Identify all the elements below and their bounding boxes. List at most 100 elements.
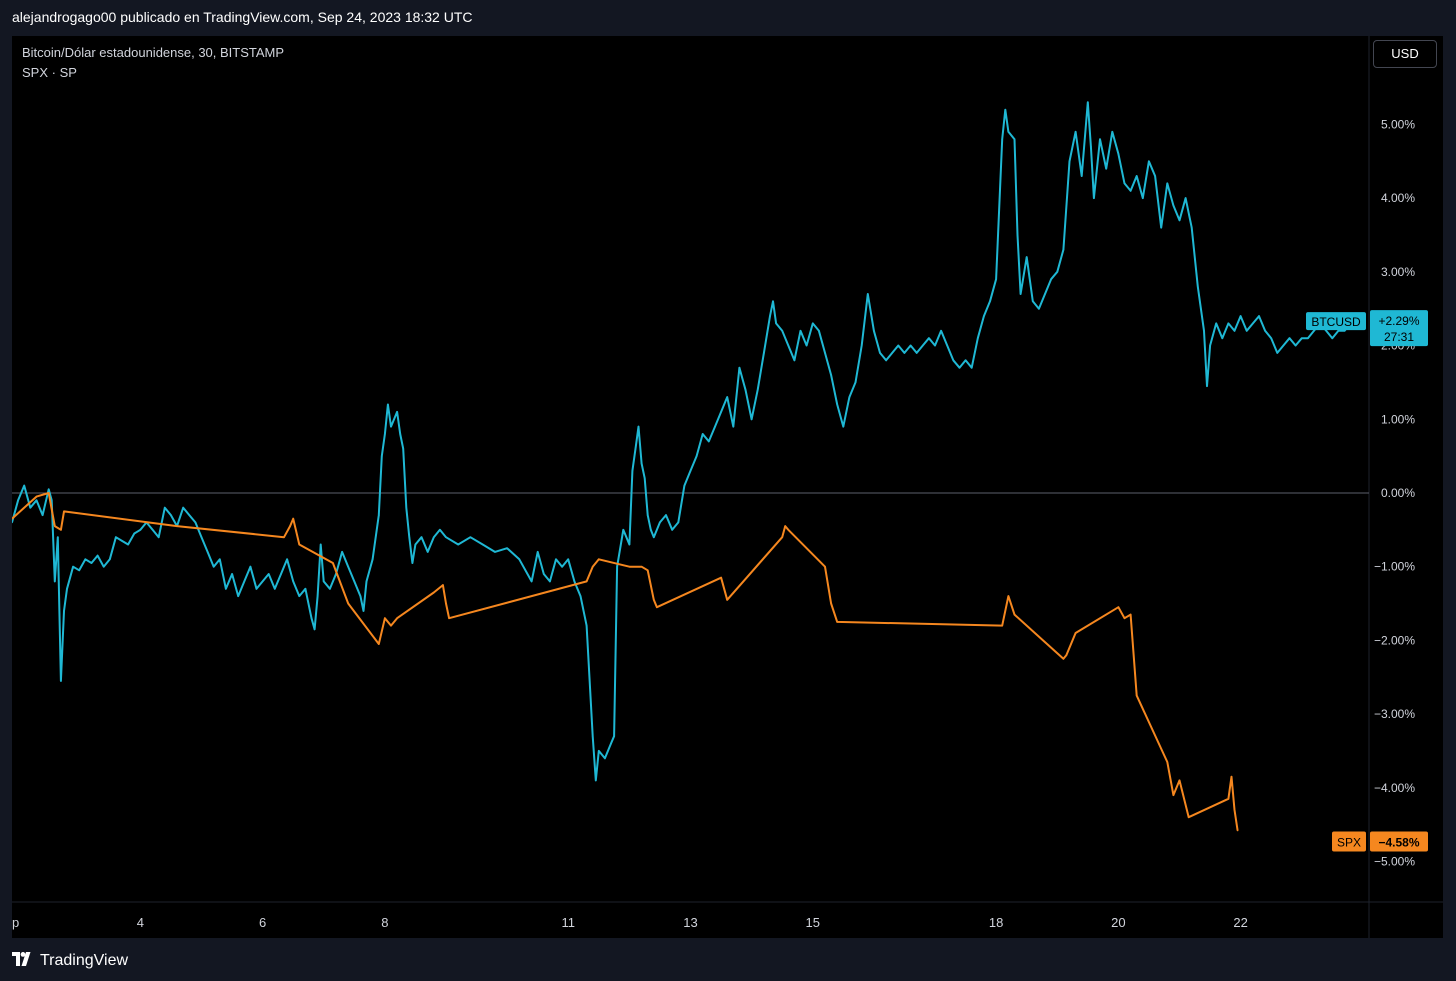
- series-point-btcusd: [744, 389, 747, 391]
- series-point-btcusd: [445, 536, 447, 538]
- series-point-btcusd: [90, 562, 93, 564]
- x-tick-label: 15: [806, 915, 820, 930]
- series-point-btcusd: [188, 514, 191, 516]
- series-point-btcusd: [433, 536, 435, 538]
- series-point-btcusd: [194, 521, 197, 524]
- series-point-btcusd: [1301, 337, 1303, 340]
- btc-value-label: +2.29%: [1378, 314, 1419, 328]
- legend-main-symbol[interactable]: Bitcoin/Dólar estadounidense, 30, BITSTA…: [22, 45, 285, 60]
- series-point-btcusd: [787, 344, 790, 347]
- series-point-btcusd: [818, 330, 820, 332]
- series-point-btcusd: [362, 610, 365, 612]
- series-point-btcusd: [591, 735, 594, 737]
- series-point-btcusd: [255, 588, 258, 590]
- x-tick-label: 18: [989, 915, 1003, 930]
- series-point-btcusd: [977, 337, 979, 340]
- series-point-btcusd: [732, 425, 735, 428]
- series-point-btcusd: [622, 529, 625, 531]
- series-line-spx[interactable]: [12, 492, 1239, 831]
- series-point-btcusd: [708, 440, 710, 443]
- series-point-btcusd: [995, 278, 997, 280]
- series-point-btcusd: [1148, 160, 1150, 163]
- series-point-btcusd: [1038, 307, 1040, 310]
- series-point-btcusd: [319, 543, 322, 546]
- currency-button[interactable]: USD: [1373, 40, 1437, 68]
- series-point-spx: [585, 580, 588, 583]
- chart-canvas[interactable]: 6.00%5.00%4.00%3.00%2.00%1.00%0.00%−1.00…: [12, 36, 1443, 938]
- tradingview-logo-icon: [12, 951, 34, 971]
- series-point-btcusd: [836, 403, 838, 406]
- series-point-btcusd: [261, 580, 264, 583]
- series-point-btcusd: [714, 425, 716, 428]
- series-line-btcusd[interactable]: [12, 101, 1354, 782]
- series-point-btcusd: [1016, 234, 1019, 236]
- series-point-btcusd: [1245, 330, 1248, 332]
- series-point-btcusd: [885, 359, 887, 362]
- series-point-btcusd: [420, 536, 423, 538]
- series-point-spx: [653, 599, 655, 601]
- series-point-btcusd: [1062, 248, 1065, 251]
- series-point-btcusd: [1129, 190, 1132, 192]
- series-point-btcusd: [1032, 300, 1034, 303]
- series-point-btcusd: [371, 558, 374, 561]
- series-point-btcusd: [1111, 131, 1114, 133]
- series-point-btcusd: [127, 543, 129, 546]
- series-point-btcusd: [567, 558, 569, 561]
- series-point-spx: [292, 517, 295, 520]
- series-point-btcusd: [102, 565, 105, 568]
- series-point-btcusd: [1123, 182, 1126, 185]
- legend-compare-symbol[interactable]: SPX · SP: [22, 65, 77, 80]
- y-tick-label: 3.00%: [1381, 265, 1415, 279]
- footer-brand[interactable]: TradingView: [40, 952, 129, 969]
- series-point-btcusd: [399, 433, 402, 435]
- chart-area[interactable]: 6.00%5.00%4.00%3.00%2.00%1.00%0.00%−1.00…: [12, 36, 1443, 938]
- series-point-btcusd: [84, 558, 87, 561]
- series-point-btcusd: [1209, 344, 1211, 347]
- series-point-btcusd: [63, 610, 65, 612]
- series-point-btcusd: [830, 374, 832, 376]
- series-point-spx: [836, 621, 838, 623]
- series-point-btcusd: [1056, 271, 1059, 273]
- series-point-btcusd: [1325, 330, 1327, 332]
- btc-name-tag: [1306, 312, 1366, 331]
- series-point-btcusd: [280, 573, 282, 575]
- btc-name-label: BTCUSD: [1311, 315, 1361, 329]
- series-point-btcusd: [133, 532, 136, 535]
- series-point-btcusd: [860, 344, 863, 347]
- series-point-btcusd: [1025, 256, 1028, 258]
- y-tick-label: −5.00%: [1374, 854, 1415, 868]
- series-point-btcusd: [640, 462, 643, 465]
- series-point-btcusd: [1276, 352, 1279, 354]
- series-point-btcusd: [750, 418, 753, 421]
- series-point-btcusd: [182, 506, 184, 509]
- series-point-btcusd: [23, 484, 25, 487]
- series-point-btcusd: [1013, 138, 1016, 140]
- series-point-btcusd: [1197, 285, 1199, 288]
- series-point-btcusd: [1090, 145, 1092, 148]
- series-point-btcusd: [769, 315, 771, 317]
- series-point-btcusd: [390, 425, 392, 428]
- series-point-btcusd: [543, 573, 545, 575]
- series-point-btcusd: [1258, 315, 1260, 317]
- series-point-spx: [781, 536, 783, 538]
- series-point-btcusd: [842, 425, 845, 428]
- series-point-btcusd: [1184, 197, 1187, 199]
- spx-name-label: SPX: [1337, 836, 1361, 850]
- series-point-btcusd: [1239, 315, 1242, 317]
- series-point-btcusd: [426, 551, 429, 553]
- series-point-btcusd: [738, 366, 741, 369]
- series-point-btcusd: [873, 330, 875, 332]
- series-point-btcusd: [47, 488, 50, 491]
- series-point-spx: [1001, 624, 1003, 627]
- series-point-btcusd: [139, 529, 142, 531]
- series-point-btcusd: [164, 506, 166, 509]
- series-point-btcusd: [775, 322, 777, 325]
- series-point-btcusd: [897, 344, 900, 347]
- series-point-btcusd: [631, 470, 634, 472]
- series-point-btcusd: [946, 344, 948, 347]
- series-point-btcusd: [206, 551, 209, 553]
- series-point-btcusd: [353, 580, 356, 583]
- series-point-spx: [598, 558, 600, 561]
- series-point-spx: [1062, 658, 1065, 660]
- series-point-btcusd: [879, 352, 881, 354]
